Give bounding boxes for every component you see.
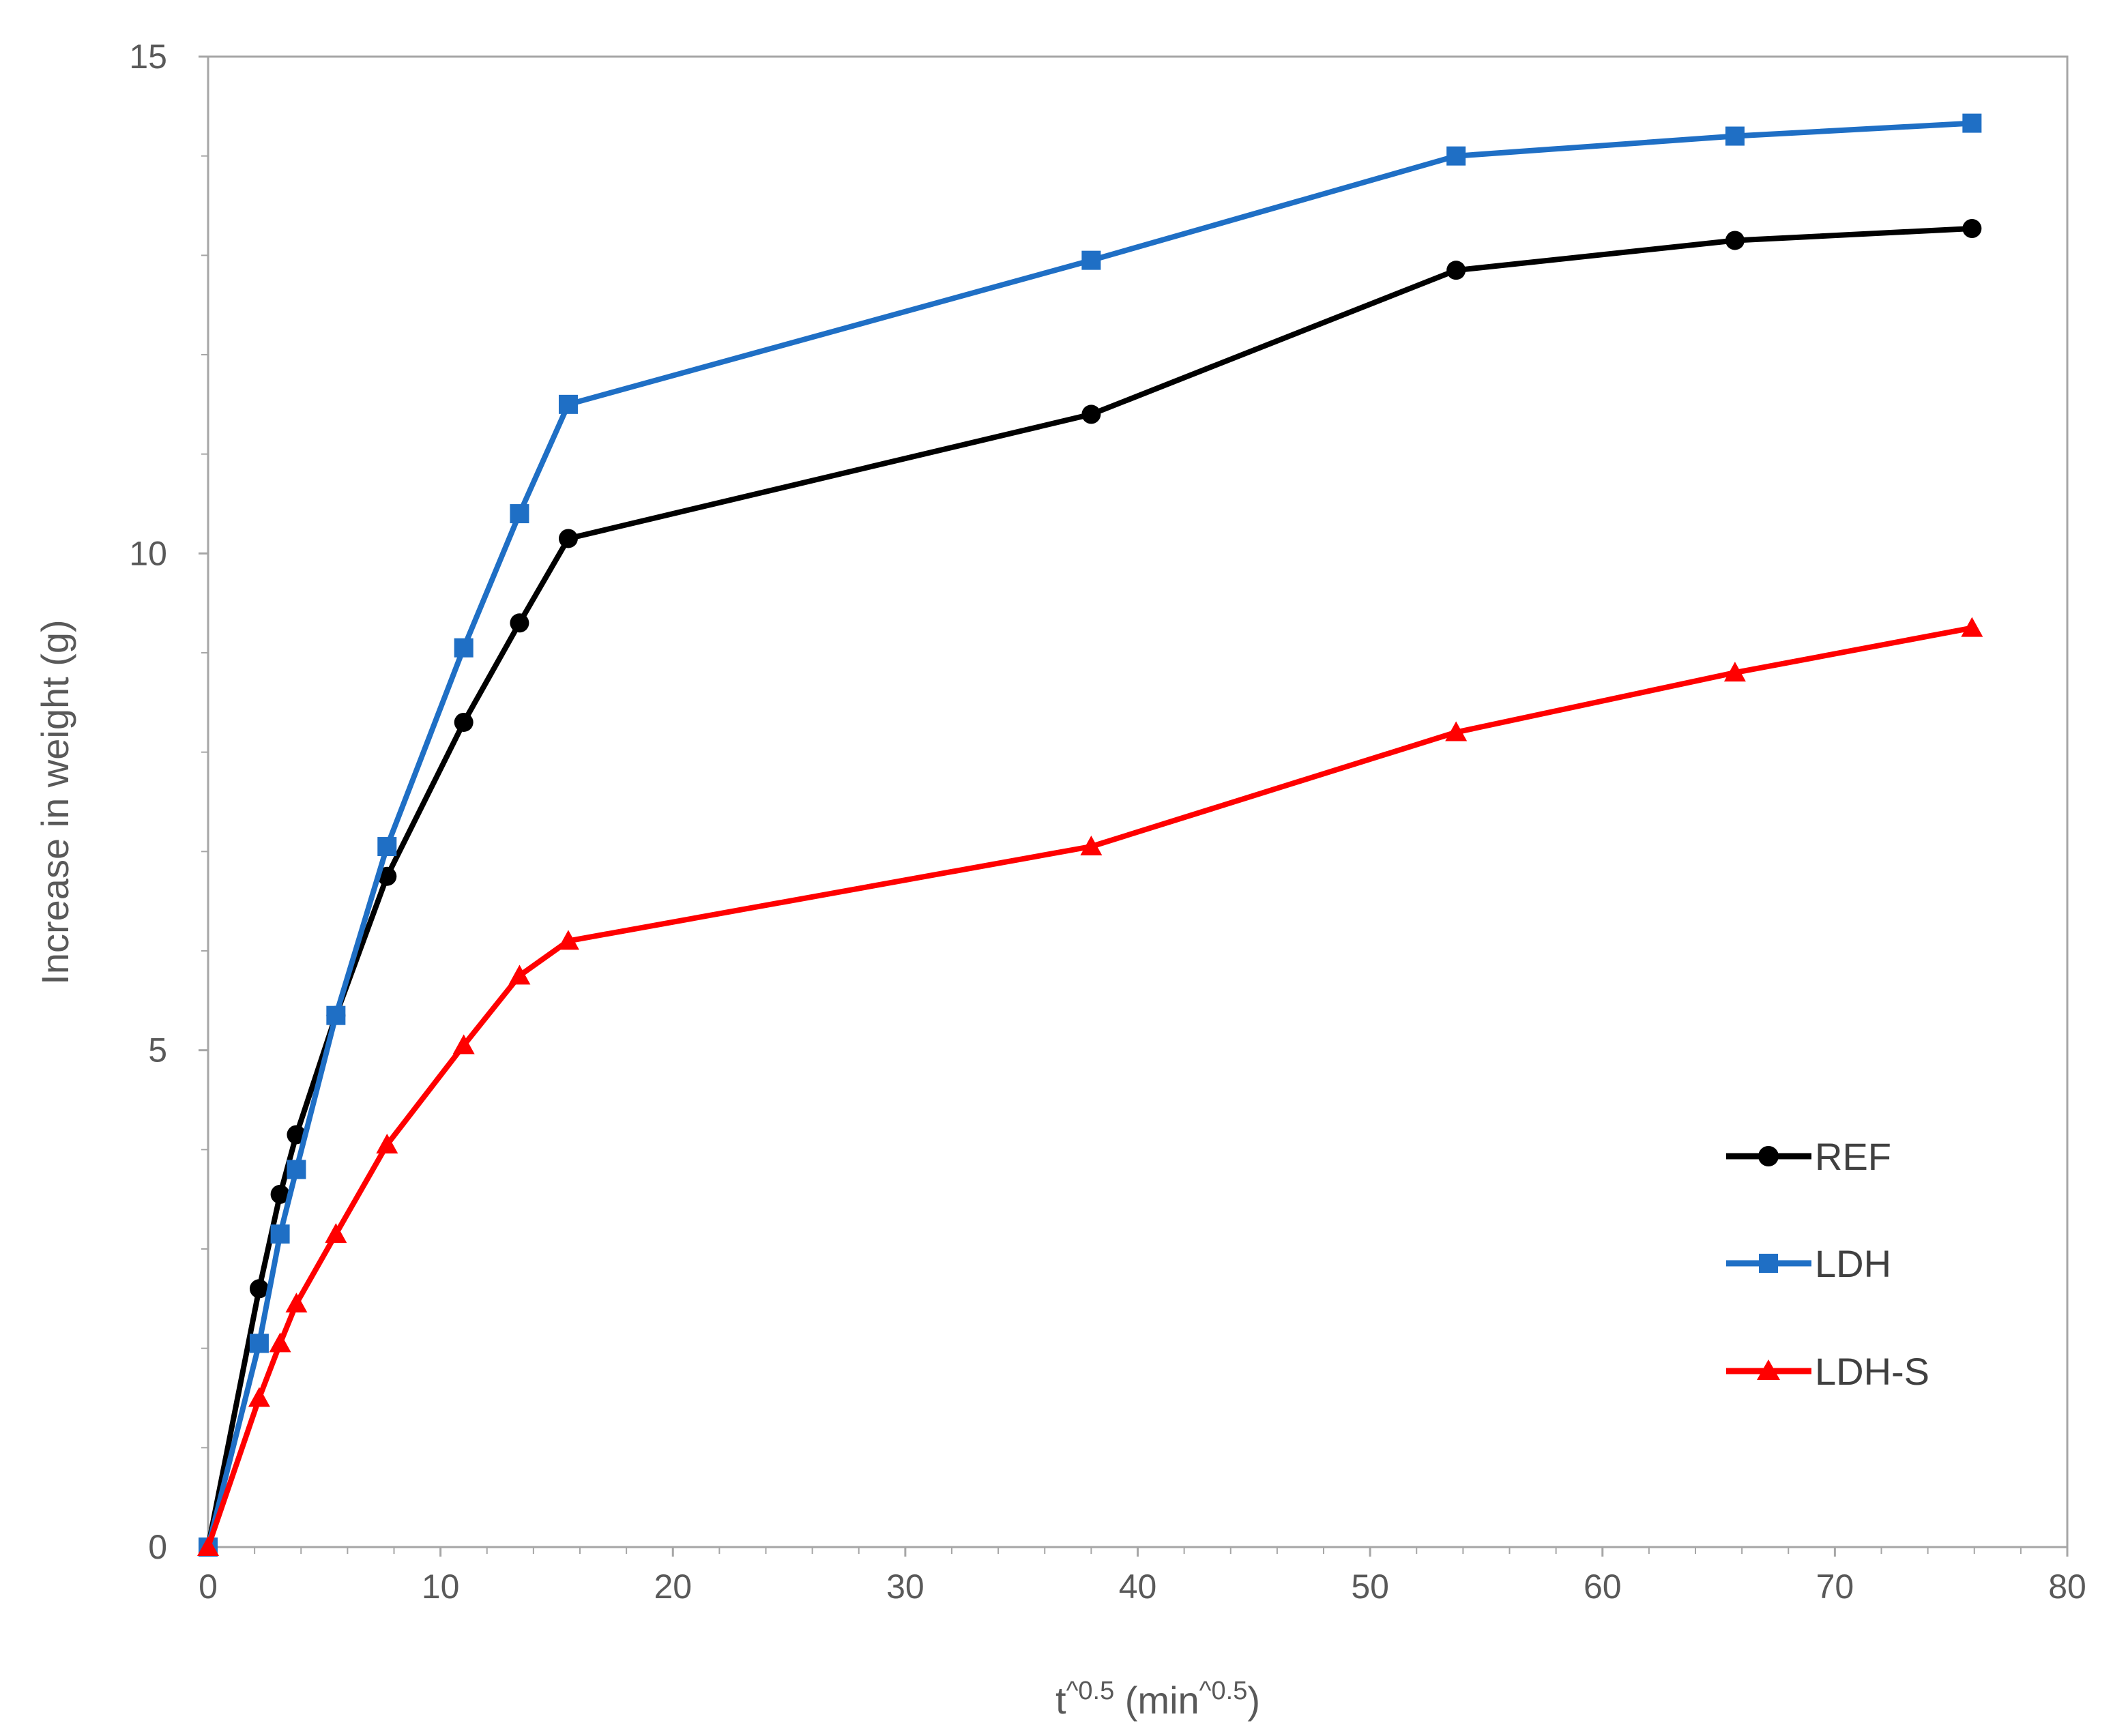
data-point-ldh bbox=[1081, 250, 1101, 270]
data-point-ldh-s bbox=[1445, 721, 1468, 741]
x-tick-label: 0 bbox=[199, 1568, 218, 1606]
data-point-ldh-s bbox=[376, 1134, 398, 1154]
data-point-ldh-s bbox=[248, 1387, 270, 1407]
axis-ticks: 0 10 20 30 40 50 60 70 80 0 5 10 15 bbox=[129, 38, 2086, 1606]
legend-label-ldh: LDH bbox=[1815, 1242, 1891, 1285]
x-tick-label: 60 bbox=[1584, 1568, 1622, 1606]
x-axis-title: t^0.5 (min^0.5) bbox=[1055, 1677, 1260, 1722]
x-tick-label: 30 bbox=[886, 1568, 924, 1606]
y-axis-title: Increase in weight (g) bbox=[33, 619, 76, 984]
x-tick-label: 70 bbox=[1816, 1568, 1854, 1606]
series-ldh-s bbox=[197, 617, 1983, 1556]
legend: REF LDH LDH-S bbox=[1726, 1135, 1929, 1393]
series-ldh bbox=[199, 113, 1982, 1557]
data-point-ldh-s bbox=[197, 1536, 219, 1556]
x-tick-label: 20 bbox=[654, 1568, 692, 1606]
data-point-ldh bbox=[249, 1334, 269, 1353]
data-point-ref bbox=[510, 613, 529, 633]
data-point-ldh bbox=[270, 1224, 290, 1244]
data-point-ref bbox=[1446, 261, 1466, 280]
data-point-ldh bbox=[1962, 113, 1982, 133]
data-point-ldh bbox=[287, 1160, 306, 1179]
data-point-ref bbox=[270, 1184, 290, 1204]
data-point-ldh-s bbox=[285, 1293, 308, 1313]
x-axis-title-unit: (min bbox=[1114, 1679, 1199, 1722]
data-point-ldh-s bbox=[452, 1034, 475, 1055]
data-point-ref bbox=[1081, 404, 1101, 424]
x-axis-title-base-sup: ^0.5 bbox=[1066, 1677, 1115, 1705]
legend-marker-ldh bbox=[1759, 1254, 1778, 1273]
data-point-ldh bbox=[1725, 126, 1745, 146]
series-line-ref bbox=[205, 226, 1972, 1548]
data-point-ldh bbox=[558, 394, 578, 414]
legend-item-ldh-s: LDH-S bbox=[1726, 1350, 1929, 1393]
data-point-ldh bbox=[326, 1005, 346, 1025]
data-point-ref bbox=[558, 529, 578, 548]
y-tick-label: 10 bbox=[129, 534, 167, 572]
data-point-ldh bbox=[510, 504, 529, 524]
data-point-ldh bbox=[1446, 146, 1466, 166]
legend-marker-ref bbox=[1758, 1146, 1779, 1166]
x-axis-title-base: t bbox=[1055, 1679, 1066, 1722]
legend-label-ref: REF bbox=[1815, 1135, 1891, 1178]
data-point-ldh-s bbox=[325, 1223, 347, 1244]
y-tick-label: 0 bbox=[148, 1528, 167, 1566]
data-point-ldh-s bbox=[557, 930, 579, 950]
x-tick-label: 50 bbox=[1351, 1568, 1389, 1606]
data-point-ldh-s bbox=[269, 1332, 291, 1353]
x-axis-title-close: ) bbox=[1247, 1679, 1260, 1722]
data-point-ref bbox=[287, 1125, 306, 1145]
data-point-ldh-s bbox=[1961, 617, 1983, 637]
data-point-ldh bbox=[377, 837, 397, 857]
x-tick-label: 40 bbox=[1119, 1568, 1157, 1606]
series-line-ldh-s bbox=[205, 625, 1973, 1548]
x-tick-label: 10 bbox=[422, 1568, 460, 1606]
y-tick-label: 15 bbox=[129, 38, 167, 76]
x-axis-title-unit-sup: ^0.5 bbox=[1199, 1677, 1248, 1705]
data-point-ldh-s bbox=[1080, 836, 1103, 856]
data-point-ref bbox=[454, 712, 473, 732]
data-point-ref bbox=[1725, 231, 1745, 250]
plot-area bbox=[207, 55, 2069, 1548]
data-point-ldh bbox=[454, 638, 473, 658]
legend-label-ldh-s: LDH-S bbox=[1815, 1350, 1929, 1393]
data-point-ref bbox=[1962, 219, 1982, 239]
data-point-ref bbox=[249, 1279, 269, 1299]
data-point-ldh-s bbox=[508, 965, 531, 985]
series-layer bbox=[197, 113, 1983, 1557]
series-ref bbox=[199, 219, 1982, 1557]
data-point-ldh-s bbox=[1723, 662, 1746, 682]
legend-item-ref: REF bbox=[1726, 1135, 1891, 1178]
legend-marker-ldh-s bbox=[1757, 1359, 1780, 1380]
x-tick-label: 80 bbox=[2048, 1568, 2086, 1606]
series-line-ldh bbox=[205, 120, 1972, 1548]
legend-item-ldh: LDH bbox=[1726, 1242, 1891, 1285]
y-tick-label: 5 bbox=[148, 1031, 167, 1070]
